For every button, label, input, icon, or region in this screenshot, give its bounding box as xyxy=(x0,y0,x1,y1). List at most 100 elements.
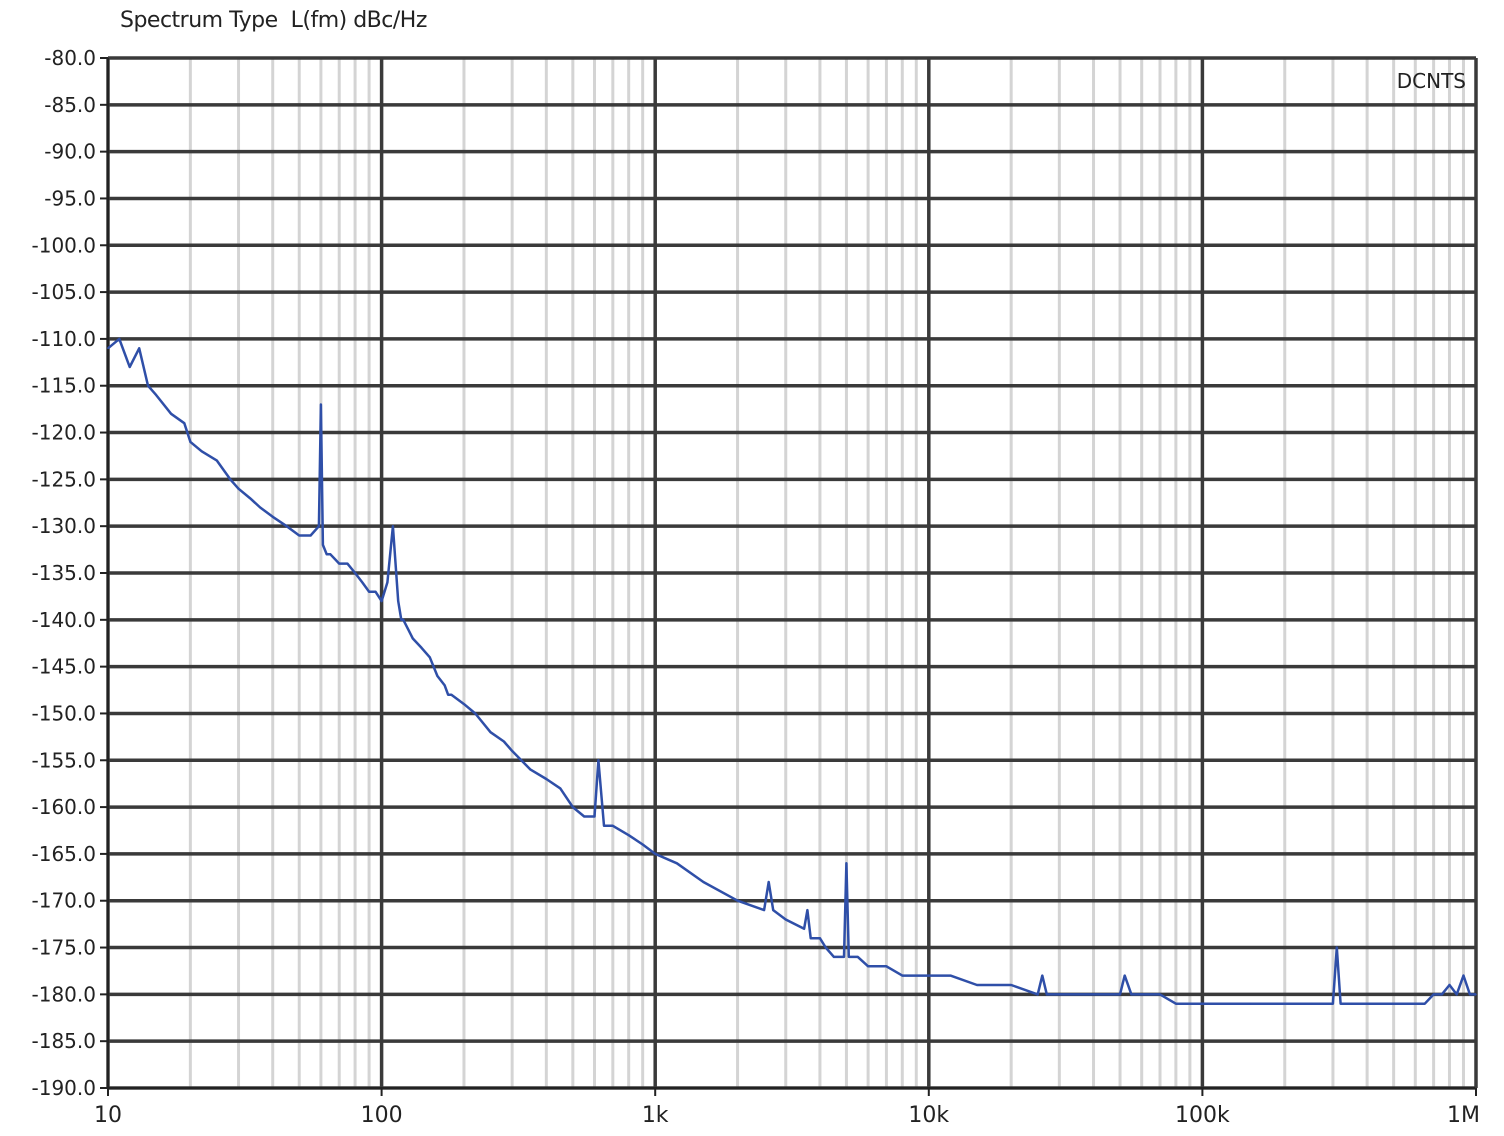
major-grid xyxy=(106,56,1478,1090)
data-point xyxy=(237,487,240,490)
data-point xyxy=(503,740,505,743)
data-point xyxy=(361,581,364,584)
data-point xyxy=(559,787,562,790)
y-tick-label: -190.0 xyxy=(32,1076,96,1100)
data-point xyxy=(1140,993,1143,996)
y-tick-labels: -80.0 -85.0 -90.0 -95.0 -100.0 -105.0 -110.0 -1… xyxy=(32,46,108,1100)
y-tick-label: -145.0 xyxy=(32,655,96,679)
data-point xyxy=(949,974,952,977)
data-point xyxy=(1092,993,1095,996)
data-point xyxy=(1046,993,1048,996)
data-point xyxy=(368,590,370,593)
data-point xyxy=(271,516,274,518)
data-point xyxy=(298,534,301,537)
data-point xyxy=(285,525,288,527)
y-tick-label: -115.0 xyxy=(32,374,96,398)
data-point xyxy=(1392,1002,1395,1005)
x-tick-label: 1k xyxy=(642,1103,669,1128)
data-point xyxy=(1455,993,1458,996)
data-point xyxy=(443,684,446,687)
y-tick-label: -170.0 xyxy=(32,889,96,913)
data-point xyxy=(138,347,140,350)
data-point xyxy=(259,506,262,509)
data-point xyxy=(1469,993,1471,996)
data-point xyxy=(603,825,605,827)
data-point xyxy=(1462,974,1465,977)
data-point xyxy=(593,815,596,818)
data-point xyxy=(1201,1002,1204,1005)
data-point xyxy=(147,384,149,387)
data-point xyxy=(676,862,678,865)
data-point xyxy=(1058,993,1061,996)
data-point xyxy=(189,441,192,443)
data-point xyxy=(407,628,409,630)
y-tick-label: -140.0 xyxy=(32,608,96,632)
data-point xyxy=(216,459,218,462)
data-point xyxy=(447,693,449,696)
data-point xyxy=(928,974,930,977)
y-tick-label: -110.0 xyxy=(32,327,96,351)
y-tick-label: -90.0 xyxy=(44,140,96,164)
data-point xyxy=(107,347,109,350)
data-point xyxy=(1130,993,1133,996)
data-point xyxy=(397,600,400,602)
data-point xyxy=(386,581,389,584)
y-tick-label: -80.0 xyxy=(44,46,96,70)
data-point xyxy=(392,525,394,527)
data-point xyxy=(474,712,477,715)
data-point xyxy=(229,478,232,481)
data-point xyxy=(436,675,439,677)
data-point xyxy=(325,553,328,556)
y-tick-label: -180.0 xyxy=(32,982,96,1006)
data-point xyxy=(329,553,332,556)
data-point xyxy=(155,394,157,396)
data-point xyxy=(583,815,585,818)
data-point xyxy=(318,525,320,527)
x-tick-labels: 10 100 1k 10k 100k 1M xyxy=(94,1088,1480,1128)
data-point xyxy=(1310,1002,1313,1005)
data-point xyxy=(1475,993,1477,996)
data-point xyxy=(489,731,492,733)
data-point xyxy=(1284,1002,1286,1005)
series-line-0 xyxy=(107,337,1476,1005)
data-point xyxy=(736,899,739,902)
data-point xyxy=(572,806,574,808)
data-point xyxy=(845,862,848,865)
x-tick-label: 100 xyxy=(361,1103,403,1128)
data-point xyxy=(806,909,809,911)
data-point xyxy=(402,619,405,621)
data-point xyxy=(1249,1002,1252,1005)
data-point xyxy=(1041,974,1044,977)
data-point xyxy=(1332,1002,1334,1005)
data-point xyxy=(1175,1002,1177,1005)
y-tick-label: -150.0 xyxy=(32,701,96,725)
x-tick-label: 1M xyxy=(1447,1103,1480,1128)
data-point xyxy=(803,928,805,930)
data-point xyxy=(1366,1002,1368,1005)
data-point xyxy=(1159,993,1161,996)
dcnts-annotation: DCNTS xyxy=(1397,69,1466,93)
data-point xyxy=(1432,993,1435,996)
axes xyxy=(107,58,1477,1094)
y-tick-label: -155.0 xyxy=(32,748,96,772)
data-point xyxy=(183,422,186,425)
data-point xyxy=(170,413,172,415)
data-point xyxy=(1036,993,1039,996)
data-point xyxy=(1123,974,1126,977)
data-point xyxy=(1010,984,1012,986)
data-point xyxy=(1119,993,1121,996)
data-point xyxy=(128,366,131,368)
data-point xyxy=(463,703,465,705)
data-point xyxy=(1336,946,1338,949)
data-point xyxy=(627,834,630,836)
data-point xyxy=(338,562,341,565)
y-tick-label: -160.0 xyxy=(32,795,96,819)
data-point xyxy=(824,946,827,949)
data-point xyxy=(901,974,904,977)
y-tick-label: -120.0 xyxy=(32,421,96,445)
data-point xyxy=(354,572,356,574)
y-tick-label: -135.0 xyxy=(32,561,96,585)
data-point xyxy=(612,825,614,827)
data-point xyxy=(200,450,203,453)
